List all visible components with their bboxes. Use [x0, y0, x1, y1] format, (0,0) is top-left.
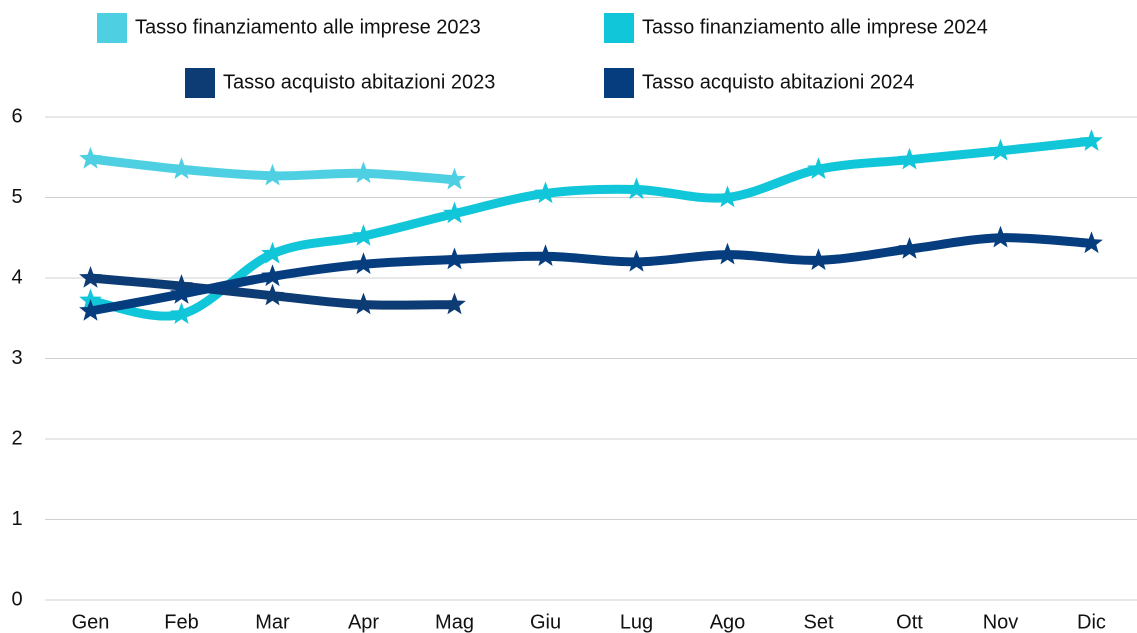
y-tick-label: 5: [11, 186, 22, 208]
data-point: [261, 163, 284, 186]
y-tick-label: 0: [11, 588, 22, 610]
data-point: [716, 242, 739, 265]
x-tick-label: Lug: [620, 611, 653, 633]
x-tick-label: Ott: [896, 611, 923, 633]
data-point: [170, 157, 193, 179]
x-tick-label: Apr: [348, 611, 379, 633]
data-point: [261, 241, 284, 264]
x-tick-label: Feb: [164, 611, 198, 633]
data-point: [534, 244, 557, 266]
data-point: [79, 299, 102, 321]
data-point: [352, 252, 375, 274]
y-tick-label: 4: [11, 266, 22, 288]
data-point: [443, 247, 466, 270]
x-tick-label: Mar: [255, 611, 290, 633]
data-point: [352, 224, 375, 246]
x-tick-label: Set: [803, 611, 833, 633]
data-point: [898, 237, 921, 259]
data-point: [625, 249, 648, 272]
data-point: [898, 147, 921, 170]
data-point: [989, 225, 1012, 248]
data-point: [989, 138, 1012, 161]
legend-item: Tasso acquisto abitazioni 2023: [185, 68, 495, 98]
legend-label: Tasso finanziamento alle imprese 2023: [135, 16, 481, 38]
data-point: [807, 157, 830, 179]
x-tick-label: Nov: [983, 611, 1019, 633]
data-point: [170, 282, 193, 304]
x-tick-label: Dic: [1077, 611, 1106, 633]
legend-item: Tasso finanziamento alle imprese 2024: [604, 13, 988, 43]
data-point: [170, 302, 193, 324]
legend-label: Tasso acquisto abitazioni 2024: [642, 71, 914, 93]
y-tick-label: 6: [11, 105, 22, 127]
legend-swatch: [604, 13, 634, 43]
y-tick-label: 1: [11, 508, 22, 530]
data-point: [534, 181, 557, 204]
data-point: [79, 146, 102, 169]
legend-swatch: [604, 68, 634, 98]
data-point: [79, 266, 102, 288]
data-point: [443, 201, 466, 224]
data-point: [1080, 129, 1103, 151]
data-point: [261, 264, 284, 287]
legend-label: Tasso finanziamento alle imprese 2024: [642, 16, 988, 38]
data-point: [807, 248, 830, 270]
y-tick-label: 2: [11, 427, 22, 449]
y-tick-label: 3: [11, 347, 22, 369]
data-point: [352, 161, 375, 184]
legend-item: Tasso acquisto abitazioni 2024: [604, 68, 914, 98]
data-point: [261, 283, 284, 306]
data-point: [625, 177, 648, 200]
data-point: [352, 292, 375, 315]
legend-swatch: [185, 68, 215, 98]
data-point: [443, 167, 466, 190]
data-point: [1080, 231, 1103, 254]
legend-label: Tasso acquisto abitazioni 2023: [223, 71, 495, 93]
legend-swatch: [97, 13, 127, 43]
legend-item: Tasso finanziamento alle imprese 2023: [97, 13, 481, 43]
data-point: [443, 292, 466, 315]
x-tick-label: Gen: [72, 611, 110, 633]
x-tick-label: Mag: [435, 611, 474, 633]
series-line: [86, 233, 1096, 316]
data-point: [716, 185, 739, 208]
x-tick-label: Ago: [710, 611, 746, 633]
x-tick-label: Giu: [530, 611, 561, 633]
